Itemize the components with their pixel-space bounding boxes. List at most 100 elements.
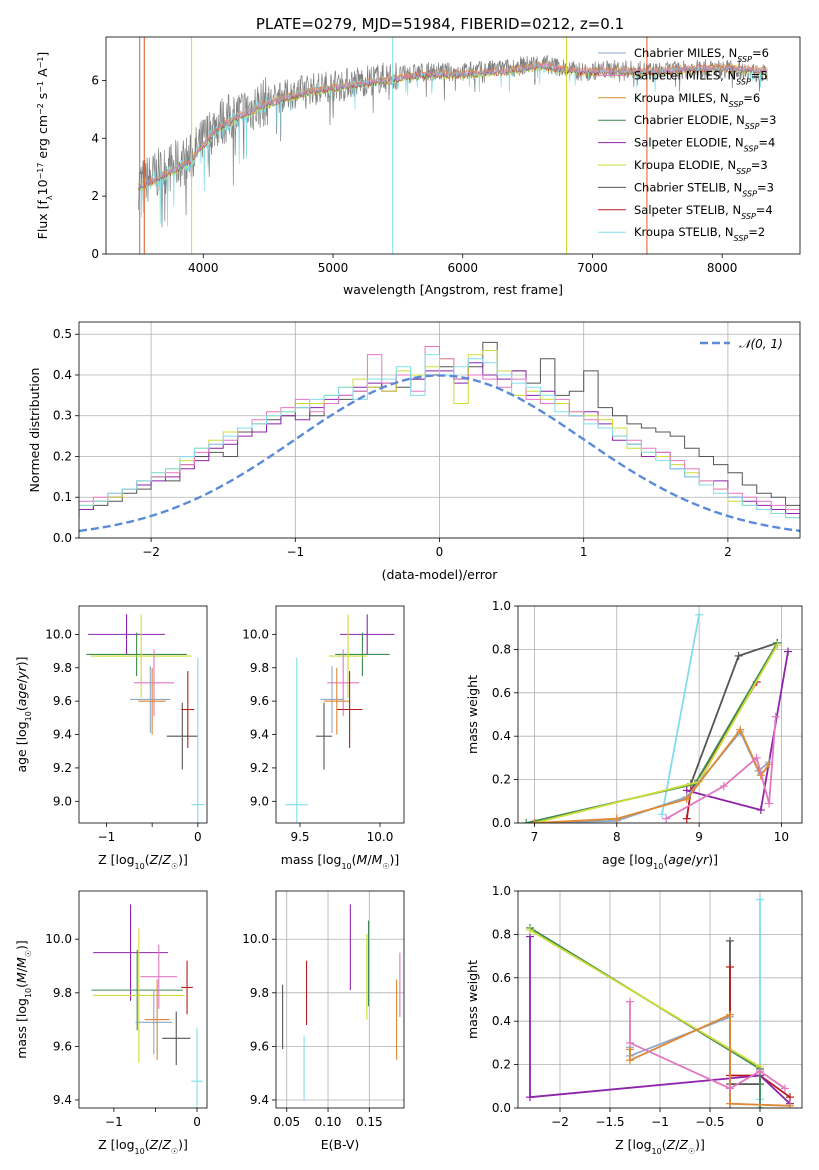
axes-frame xyxy=(517,605,803,824)
y-tick-label: 9.0 xyxy=(53,794,72,808)
weight-series-Salpeter ELODIE xyxy=(686,651,789,812)
weight-vs-age-xlabel-part: yr xyxy=(695,852,709,867)
age-vs-Z-ylabel-part: ( xyxy=(14,706,29,711)
age-vs-mass-xlabel-part: / xyxy=(367,852,372,867)
x-tick-label: 8 xyxy=(613,830,621,844)
legend-label-part: Salpeter MILES, N xyxy=(634,68,736,82)
y-tick-label: 9.6 xyxy=(53,1039,72,1053)
spectrum-lines xyxy=(138,37,768,254)
legend-label-part: SSP xyxy=(737,55,752,64)
weight-vs-Z-ylabel: mass weight xyxy=(465,960,480,1039)
age-vs-Z-xlabel-part: Z [log xyxy=(98,852,134,867)
legend-label-part: Salpeter ELODIE, N xyxy=(634,136,744,150)
mass-vs-Z-xlabel-part: )] xyxy=(178,1137,188,1152)
spectrum-panel: 4000 5000 6000 7000 8000 0 2 4 6 wavelength [Angs… xyxy=(35,36,801,297)
x-tick-label: −0.5 xyxy=(695,1115,724,1129)
spectrum-ylabel-part: −2 xyxy=(36,103,45,115)
weight-lines xyxy=(522,610,793,823)
y-tick-label: 0.6 xyxy=(492,686,511,700)
legend-label-part: =6 xyxy=(743,91,760,105)
x-tick-label: 0.15 xyxy=(356,1115,383,1129)
weight-series-Salpeter ELODIE xyxy=(529,936,791,1105)
mass-vs-ebv-xlabel-part: E(B-V) xyxy=(321,1137,360,1152)
weight-series-Chabrier MILES xyxy=(629,1015,731,1108)
spectrum-ylabel-part: λ xyxy=(45,195,54,200)
mass-vs-Z-xlabel-part: 10 xyxy=(135,1147,145,1156)
weight-vs-Z-xlabel-part: 10 xyxy=(652,1147,662,1156)
x-tick-label: 6000 xyxy=(447,261,478,275)
x-tick-label: 0 xyxy=(756,1115,764,1129)
x-tick-label: 10 xyxy=(774,830,789,844)
y-tick-label: 9.4 xyxy=(53,1093,72,1107)
y-tick-label: 9.0 xyxy=(250,794,269,808)
weight-vs-age-xlabel-part: 10 xyxy=(653,862,663,871)
weight-vs-metallicity-panel: −2 −1.5 −1 −0.5 0 0.0 0.2 0.4 0.6 0.8 1.0 Z [log10(… xyxy=(465,884,803,1156)
pdf-legend-label: 𝒩(0, 1) xyxy=(739,337,783,351)
mass-vs-metallicity-panel: −1 09.49.69.810.0Z [log10(Z/Z☉)]mass [log… xyxy=(14,890,208,1156)
x-tick-label: 7000 xyxy=(577,261,608,275)
age-vs-Z-ylabel-part: age xyxy=(14,683,29,707)
normal-pdf-curve xyxy=(79,374,800,533)
age-vs-Z-ylabel: age [log10(age/yr)] xyxy=(14,656,33,772)
mass-vs-Z-ylabel: mass [log10(M/M☉)] xyxy=(14,940,33,1059)
y-tick-label: 0.8 xyxy=(492,642,511,656)
x-tick-label: −1.5 xyxy=(595,1115,624,1129)
legend-label: Kroupa STELIB, NSSP=2 xyxy=(634,225,765,243)
age-vs-Z-xlabel-part: Z xyxy=(149,852,159,867)
y-tick-label: 0.6 xyxy=(492,971,511,985)
age-vs-Z-ylabel-part: 10 xyxy=(24,711,33,721)
y-tick-label: 0.0 xyxy=(492,816,511,830)
weight-series-Salpeter STELIB xyxy=(685,681,758,819)
x-tick-label: −2 xyxy=(142,545,160,559)
mass-vs-ebv-xlabel: E(B-V) xyxy=(321,1137,360,1152)
x-tick-label: 0.10 xyxy=(315,1115,342,1129)
legend-label: Chabrier STELIB, NSSP=3 xyxy=(634,180,774,198)
weight-vs-age-xlabel-part: age xyxy=(668,852,692,867)
age-vs-Z-ylabel-part: / xyxy=(14,678,29,683)
y-tick-label: 0.2 xyxy=(492,773,511,787)
x-tick-label: 2 xyxy=(724,545,732,559)
axes-frame xyxy=(275,890,405,1109)
y-tick-label: 10.0 xyxy=(242,627,269,641)
x-tick-label: 0 xyxy=(436,545,444,559)
age-vs-Z-xlabel-part: ☉ xyxy=(171,862,178,871)
mass-vs-Z-xlabel-part: Z [log xyxy=(98,1137,134,1152)
age-vs-mass-xlabel-part: M xyxy=(372,852,383,867)
y-tick-label: 0.1 xyxy=(53,490,72,504)
legend-label-part: Kroupa ELODIE, N xyxy=(634,158,736,172)
age-vs-metallicity-panel: −1 09.09.29.49.69.810.0Z [log10(Z/Z☉)]age… xyxy=(14,605,208,871)
spectrum-ylabel-part: Flux [f xyxy=(35,199,50,239)
legend-label-part: SSP xyxy=(736,167,751,176)
mass-vs-Z-xlabel-part: ☉ xyxy=(171,1147,178,1156)
legend-label-part: SSP xyxy=(742,189,757,198)
mass-vs-ebv-panel: 0.05 0.10 0.15 9.4 9.6 9.8 10.0 E(B-V) xyxy=(242,890,405,1152)
legend-label-part: Salpeter STELIB, N xyxy=(634,203,741,217)
y-tick-label: 0.4 xyxy=(53,368,72,382)
x-tick-label: 10.0 xyxy=(367,830,394,844)
y-tick-label: 0.4 xyxy=(492,1014,511,1028)
age-vs-Z-xlabel-part: 10 xyxy=(135,862,145,871)
axes-frame xyxy=(105,36,801,255)
y-tick-label: 9.8 xyxy=(53,986,72,1000)
y-tick-label: 9.6 xyxy=(250,1039,269,1053)
legend-label: Salpeter ELODIE, NSSP=4 xyxy=(634,136,775,154)
y-tick-label: 1.0 xyxy=(492,599,511,613)
legend-label-part: Kroupa MILES, N xyxy=(634,91,729,105)
mass-vs-Z-xlabel: Z [log10(Z/Z☉)] xyxy=(98,1137,188,1156)
y-tick-label: 10.0 xyxy=(45,932,72,946)
legend-label-part: SSP xyxy=(736,77,751,86)
spectrum-ylabel-part: s xyxy=(35,93,50,104)
age-vs-Z-ylabel-part: yr xyxy=(14,665,29,679)
mass-vs-Z-xlabel-part: ( xyxy=(145,1137,150,1152)
y-tick-label: 9.4 xyxy=(53,728,72,742)
spectrum-ylabel-part: −17 xyxy=(36,163,45,180)
legend-label: Salpeter STELIB, NSSP=4 xyxy=(634,203,773,221)
y-tick-label: 4 xyxy=(91,131,99,145)
legend-label: Kroupa ELODIE, NSSP=3 xyxy=(634,158,768,176)
legend-label-part: =4 xyxy=(756,203,773,217)
y-tick-label: 6 xyxy=(91,73,99,87)
y-tick-label: 0.5 xyxy=(53,327,72,341)
axes-frame xyxy=(78,605,208,824)
weight-vs-age-xlabel: age [log10(age/yr)] xyxy=(602,852,718,871)
